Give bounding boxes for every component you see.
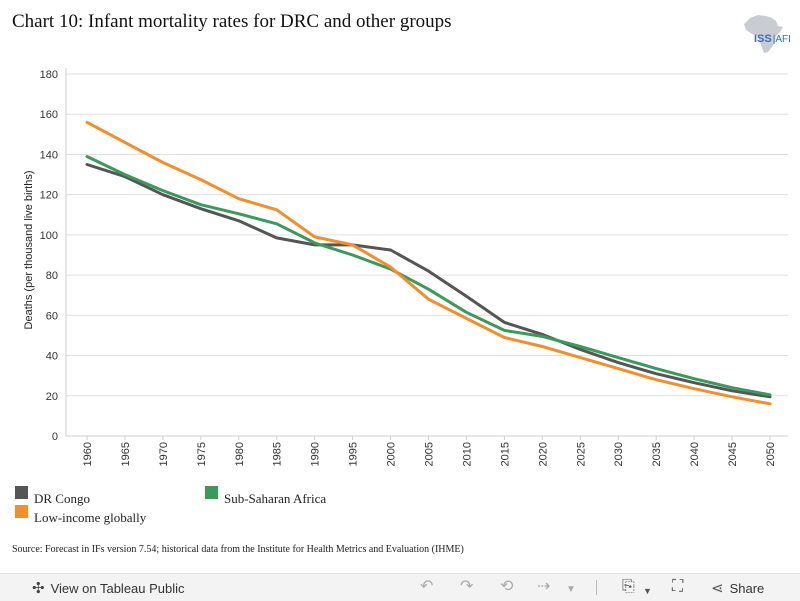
x-tick-label: 2010	[461, 442, 473, 466]
download-icon[interactable]: ⎘	[622, 578, 635, 595]
gridlines	[66, 73, 788, 397]
legend-swatch	[205, 486, 218, 499]
x-tick-label: 1975	[196, 442, 208, 466]
redo-icon[interactable]: ↷	[460, 578, 474, 595]
undo-icon[interactable]: ↶	[420, 578, 434, 595]
legend-item-sub-saharan-africa[interactable]: Sub-Saharan Africa	[205, 486, 326, 507]
y-tick-label: 160	[40, 109, 58, 121]
x-tick-label: 2015	[499, 442, 511, 466]
share-label: Share	[729, 580, 765, 596]
dropdown-arrow-icon[interactable]: ▼	[566, 584, 576, 595]
x-tick-label: 2020	[537, 442, 549, 466]
x-tick-label: 2000	[386, 442, 398, 466]
y-axis: 0 20 40 60 80 100 120 140 160 180	[40, 68, 67, 443]
y-tick-label: 20	[46, 391, 58, 403]
series-line-low-income-globally[interactable]	[85, 120, 772, 406]
series-line-sub-saharan-africa[interactable]	[85, 155, 772, 397]
fullscreen-icon[interactable]: ⛶	[672, 578, 684, 595]
series-lines	[85, 120, 772, 406]
x-axis: 1960 1965 1970 1975 1980 1985 1990 1995 2000 2005…	[66, 435, 788, 466]
x-tick-label: 1960	[82, 442, 94, 466]
legend-item-dr-congo[interactable]: DR Congo	[15, 486, 90, 507]
legend-label: DR Congo	[34, 491, 90, 506]
x-tick-label: 2025	[575, 442, 587, 466]
y-axis-label: Deaths (per thousand live births)	[23, 171, 35, 330]
y-tick-label: 120	[40, 190, 58, 202]
toolbar-separator	[596, 580, 597, 595]
x-tick-label: 2005	[424, 442, 436, 466]
logo-sub-text: |AFI	[772, 34, 791, 45]
legend-item-low-income-globally[interactable]: Low-income globally	[15, 505, 146, 526]
tableau-logo-icon: ✣	[32, 580, 45, 597]
y-tick-label: 0	[52, 431, 58, 443]
revert-icon[interactable]: ⟲	[500, 578, 514, 595]
x-tick-label: 1980	[234, 442, 246, 466]
series-line-dr-congo[interactable]	[85, 163, 772, 399]
y-tick-label: 40	[46, 351, 58, 363]
y-tick-label: 60	[46, 310, 58, 322]
tableau-toolbar: ✣ View on Tableau Public ↶ ↷ ⟲ ⇢ ▼ ⎘ ▼ ⛶…	[0, 573, 800, 601]
share-icon: ⋖	[711, 580, 724, 597]
iss-logo: ISS|AFI	[754, 33, 791, 45]
view-on-tableau-link[interactable]: ✣ View on Tableau Public	[32, 579, 185, 597]
share-button[interactable]: ⋖ Share	[711, 579, 764, 597]
refresh-icon[interactable]: ⇢	[537, 578, 551, 595]
x-tick-label: 2030	[613, 442, 625, 466]
legend-swatch	[15, 486, 28, 499]
view-on-tableau-label: View on Tableau Public	[50, 580, 185, 596]
chart-title: Chart 10: Infant mortality rates for DRC…	[12, 11, 452, 32]
y-tick-label: 180	[40, 69, 58, 81]
x-tick-label: 2050	[765, 442, 777, 466]
y-tick-label: 140	[40, 149, 58, 161]
legend-label: Low-income globally	[34, 510, 147, 525]
legend-swatch	[15, 505, 28, 518]
legend-label: Sub-Saharan Africa	[224, 491, 327, 506]
x-tick-label: 2035	[651, 442, 663, 466]
logo-main-text: ISS	[754, 33, 772, 45]
x-tick-label: 1990	[310, 442, 322, 466]
x-tick-label: 2040	[689, 442, 701, 466]
x-tick-label: 1965	[120, 442, 132, 466]
download-dropdown-icon[interactable]: ▼	[643, 586, 652, 596]
x-tick-label: 1995	[348, 442, 360, 466]
africa-map-icon	[744, 15, 783, 53]
x-tick-label: 1985	[272, 442, 284, 466]
y-tick-label: 80	[46, 270, 58, 282]
source-note: Source: Forecast in IFs version 7.54; hi…	[12, 544, 464, 555]
y-tick-label: 100	[40, 230, 58, 242]
x-tick-label: 2045	[727, 442, 739, 466]
x-tick-label: 1970	[158, 442, 170, 466]
